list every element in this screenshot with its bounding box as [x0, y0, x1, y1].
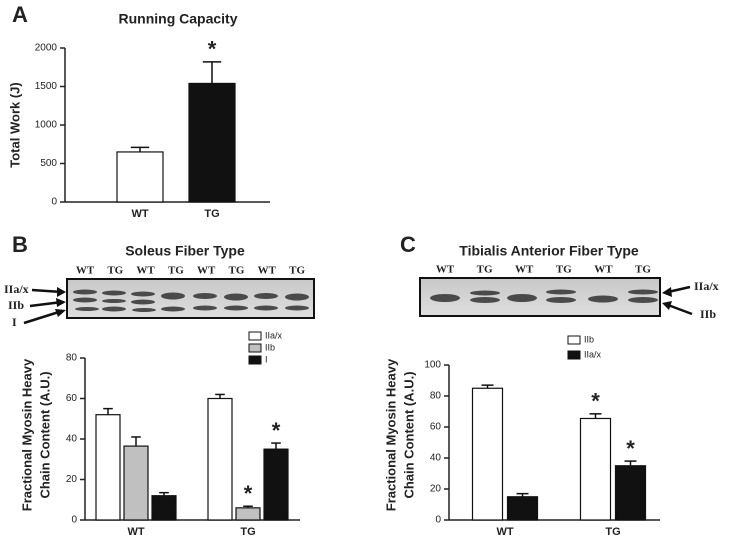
lane-label: WT — [594, 264, 613, 276]
bar — [235, 507, 261, 521]
y-tick-label: 20 — [430, 484, 442, 495]
legend-swatch — [248, 343, 262, 353]
y-tick-label: 60 — [430, 422, 442, 433]
x-tick-label: WT — [496, 526, 513, 538]
bar — [116, 151, 164, 203]
y-axis-label: Chain Content (A.U.) — [401, 371, 416, 498]
panel-letter: B — [12, 232, 28, 257]
y-tick-label: 2000 — [35, 43, 58, 54]
lane-label: TG — [477, 264, 493, 276]
chart-title: Running Capacity — [118, 11, 237, 27]
lane-label: TG — [289, 265, 305, 277]
y-tick-label: 0 — [435, 515, 441, 526]
panel-letter: A — [12, 2, 28, 27]
y-tick-label: 40 — [66, 434, 78, 445]
lane-label: TG — [229, 265, 245, 277]
band-label: IIb — [700, 307, 716, 321]
legend-label: IIb — [584, 334, 594, 344]
bar — [471, 387, 504, 521]
significance-mark: * — [208, 37, 217, 62]
bar — [579, 417, 612, 521]
bar — [151, 495, 177, 521]
y-axis-label: Fractional Myosin Heavy — [19, 358, 34, 511]
y-axis-label: Total Work (J) — [7, 82, 22, 167]
lane-label: WT — [436, 264, 455, 276]
significance-mark: * — [626, 436, 635, 461]
blot-b — [23, 278, 315, 325]
y-tick-label: 80 — [66, 353, 78, 364]
y-axis-label: Fractional Myosin Heavy — [383, 358, 398, 511]
y-tick-label: 0 — [71, 515, 77, 526]
x-tick-label: TG — [605, 526, 620, 538]
bar — [614, 465, 647, 521]
band-label: IIa/x — [4, 282, 29, 296]
bar — [95, 414, 121, 521]
significance-mark: * — [244, 481, 253, 506]
x-tick-label: WT — [131, 208, 148, 220]
band-label: IIb — [8, 298, 24, 312]
y-tick-label: 1000 — [35, 120, 58, 131]
x-tick-label: TG — [240, 526, 255, 538]
band-label: I — [12, 315, 17, 329]
lane-label: WT — [76, 265, 95, 277]
panel-letter: C — [400, 232, 416, 257]
band-label: IIa/x — [694, 279, 719, 293]
lane-label: WT — [258, 265, 277, 277]
x-tick-label: WT — [127, 526, 144, 538]
blot-c — [419, 277, 693, 317]
legend-swatch — [248, 355, 262, 365]
lane-label: TG — [168, 265, 184, 277]
y-axis-label: Chain Content (A.U.) — [37, 371, 52, 498]
y-tick-label: 20 — [66, 474, 78, 485]
significance-mark: * — [591, 389, 600, 414]
y-tick-label: 100 — [424, 360, 441, 371]
lane-label: WT — [515, 264, 534, 276]
y-tick-label: 1500 — [35, 81, 58, 92]
legend-label: IIa/x — [265, 330, 283, 340]
y-tick-label: 80 — [430, 391, 442, 402]
lane-label: WT — [136, 265, 155, 277]
legend-swatch — [567, 335, 581, 345]
legend-label: IIb — [265, 342, 275, 352]
y-tick-label: 500 — [40, 158, 57, 169]
bar — [188, 82, 236, 203]
legend-swatch — [248, 331, 262, 341]
chart-title: Soleus Fiber Type — [125, 243, 245, 259]
bar — [263, 448, 289, 521]
bar — [207, 397, 233, 521]
bar — [506, 496, 539, 521]
bar — [123, 445, 149, 521]
legend-label: IIa/x — [584, 349, 602, 359]
legend-label: I — [265, 354, 268, 364]
lane-label: TG — [635, 264, 651, 276]
lane-label: TG — [107, 265, 123, 277]
y-tick-label: 60 — [66, 393, 78, 404]
y-tick-label: 0 — [51, 197, 57, 208]
lane-label: WT — [197, 265, 216, 277]
x-tick-label: TG — [204, 208, 219, 220]
chart-title: Tibialis Anterior Fiber Type — [459, 243, 639, 259]
lane-label: TG — [556, 264, 572, 276]
significance-mark: * — [272, 418, 281, 443]
y-tick-label: 40 — [430, 453, 442, 464]
legend-swatch — [567, 350, 581, 360]
